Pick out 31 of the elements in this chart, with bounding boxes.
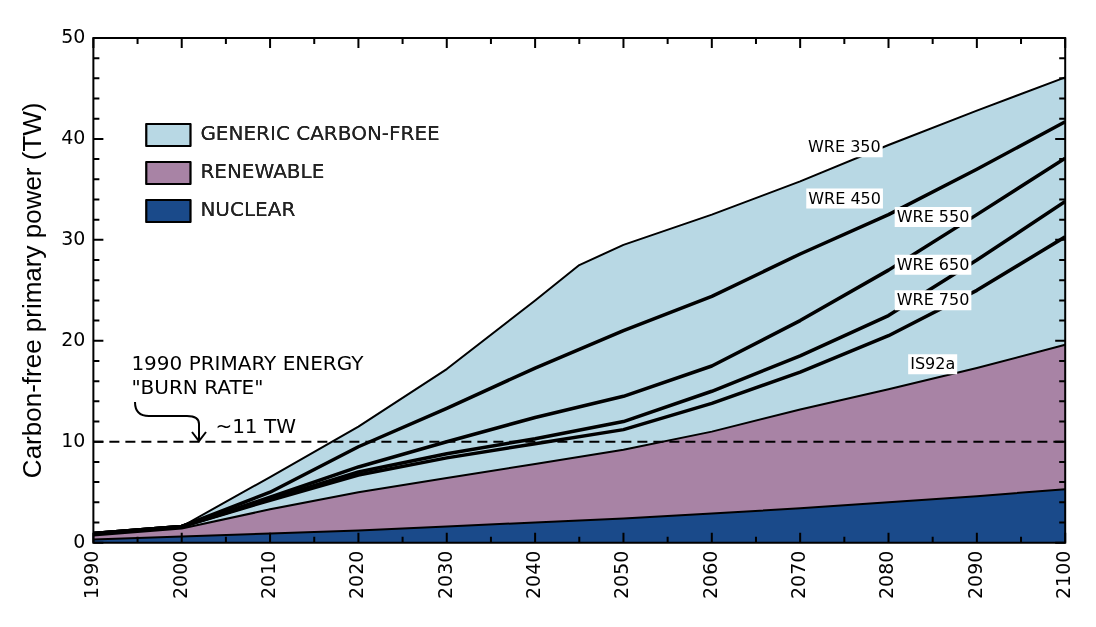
y-tick-label: 10 [61,428,86,451]
x-tick-label: 2070 [787,550,810,600]
series-label: WRE 450 [808,188,881,208]
x-tick-label: 2030 [433,550,456,600]
y-tick-label: 30 [61,226,86,249]
annotation: 1990 PRIMARY ENERGY [131,350,365,375]
y-tick-label: 0 [73,529,86,552]
x-tick-label: 2020 [345,550,368,600]
legend-label: NUCLEAR [200,197,296,222]
x-tick-label: 2060 [698,550,721,600]
ref-line-label: ~11 TW [215,413,297,438]
legend-label: GENERIC CARBON-FREE [200,121,440,146]
x-tick-label: 2040 [522,550,545,600]
x-tick-label: 1990 [80,550,103,600]
legend-label: RENEWABLE [200,159,325,184]
y-tick-label: 50 [61,24,86,47]
series-label: WRE 750 [896,290,970,310]
annotation: WRE 350 [808,137,881,157]
x-tick-label: 2000 [168,550,191,600]
x-tick-label: 2090 [963,550,986,600]
x-tick-label: 2100 [1052,550,1075,600]
x-tick-label: 2050 [610,550,633,600]
series-label: WRE 550 [896,207,970,227]
y-axis-title: Carbon-free primary power (TW) [16,102,47,479]
series-label: WRE 650 [896,255,970,275]
x-tick-label: 2080 [875,550,898,600]
y-tick-label: 20 [61,327,86,350]
y-tick-label: 40 [61,125,86,148]
annotation: "BURN RATE" [131,374,264,399]
x-tick-label: 2010 [257,550,280,600]
annotation: IS92a [910,354,956,374]
